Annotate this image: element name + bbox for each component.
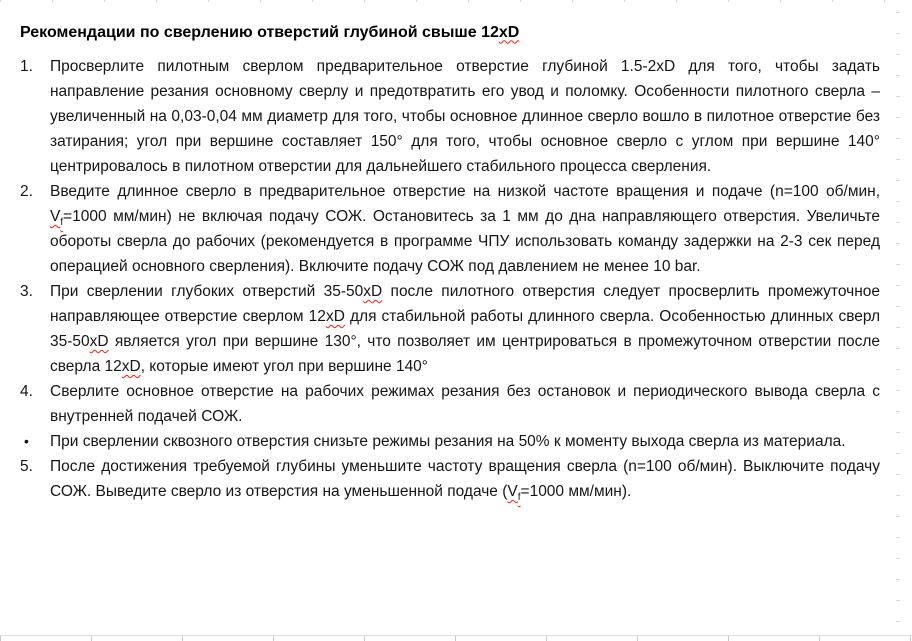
list-item-5-marker: 5. [20,458,33,475]
list-item-4-marker: 4. [20,383,33,400]
document-title: Рекомендации по сверлению отверстий глуб… [20,23,520,41]
list-item-3: 3. При сверлении глубоких отверстий 35-5… [20,279,880,379]
page-edge-ticks-top [0,0,912,2]
list-item-2-marker: 2. [20,183,33,200]
list-item-4-text: Сверлите основное отверстие на рабочих р… [50,383,880,425]
list-item-3-marker: 3. [20,283,33,300]
list-item-5-text: После достижения требуемой глубины умень… [50,458,880,504]
document-body: 1. Просверлите пилотным сверлом предвари… [20,54,880,504]
list-item-2: 2. Введите длинное сверло в предваритель… [20,179,880,279]
page-edge-ticks-bottom [0,635,912,641]
list-item-5: 5. После достижения требуемой глубины ум… [20,454,880,504]
list-item-bullet: • При сверлении сквозного отверстия сниз… [20,429,880,454]
list-item-1: 1. Просверлите пилотным сверлом предвари… [20,54,880,179]
list-item-1-marker: 1. [20,58,33,75]
list-item-2-text: Введите длинное сверло в предварительное… [50,183,880,275]
list-item-3-text: При сверлении глубоких отверстий 35-50xD… [50,283,881,375]
list-item-1-text: Просверлите пилотным сверлом предварител… [50,58,880,175]
list-item-bullet-marker: • [24,433,29,449]
page-edge-ticks-right [896,12,900,631]
list-item-bullet-text: При сверлении сквозного отверстия снизьт… [50,433,846,450]
list-item-4: 4. Сверлите основное отверстие на рабочи… [20,379,880,429]
